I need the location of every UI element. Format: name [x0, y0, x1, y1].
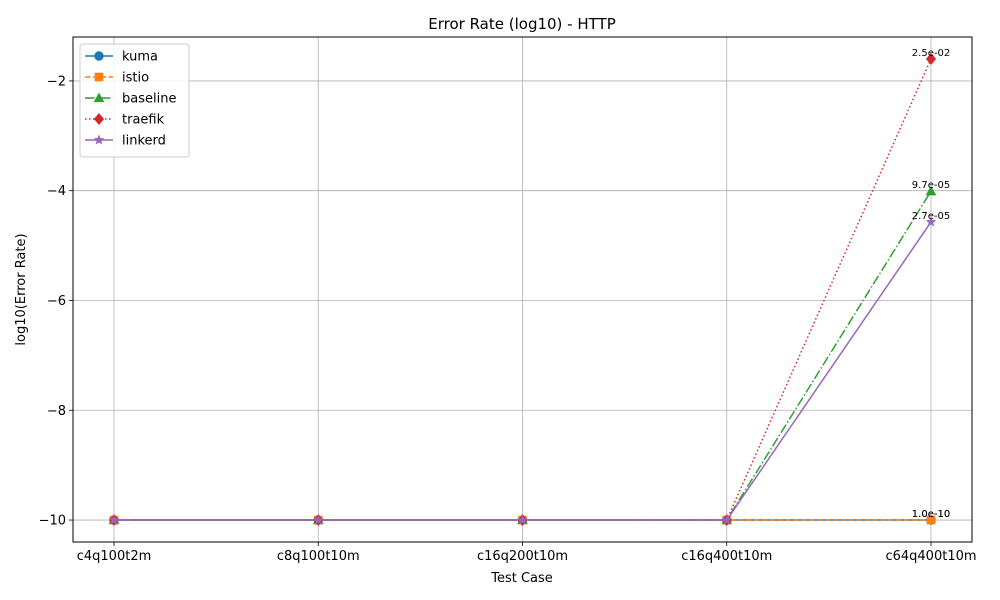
series-layer [108, 52, 937, 527]
x-tick-label: c8q100t10m [277, 549, 360, 564]
data-point-linkerd [721, 514, 733, 525]
legend-item-traefik: traefik [85, 113, 165, 128]
legend-marker-kuma [94, 51, 104, 61]
data-point-baseline [925, 185, 937, 196]
legend-label: traefik [122, 113, 165, 128]
x-tick-label: c16q200t10m [477, 549, 568, 564]
legend-box [79, 43, 190, 158]
x-tick-label: c16q400t10m [681, 549, 772, 564]
plot-area: 1.0e-101.0e-109.7e-052.5e-022.7e-05 [72, 36, 973, 543]
x-axis-label: Test Case [490, 571, 553, 586]
data-point-istio [926, 515, 936, 525]
data-point-linkerd [108, 514, 120, 525]
legend-label: istio [122, 71, 149, 86]
legend-marker-traefik [93, 113, 105, 125]
legend-label: linkerd [122, 134, 166, 149]
data-label-istio: 1.0e-10 [912, 509, 950, 520]
y-axis-label: log10(Error Rate) [14, 233, 29, 345]
x-tick-label: c4q100t2m [77, 549, 152, 564]
data-point-linkerd [517, 514, 528, 525]
legend-marker-baseline [93, 92, 105, 103]
data-point-traefik [925, 52, 937, 65]
legend-label: baseline [122, 92, 176, 107]
y-tick-label: −2 [47, 74, 66, 89]
legend-label: kuma [122, 50, 158, 65]
y-tick-label: −4 [47, 184, 66, 199]
legend-marker-istio [94, 72, 104, 82]
legend-marker-linkerd [93, 134, 105, 145]
legend-item-baseline: baseline [85, 92, 176, 107]
chart-title: Error Rate (log10) - HTTP [428, 15, 616, 33]
data-point-linkerd [312, 514, 324, 525]
data-label-linkerd: 2.7e-05 [912, 211, 950, 222]
legend-item-linkerd: linkerd [85, 134, 166, 149]
series-linkerd [108, 216, 937, 525]
y-tick-label: −10 [39, 514, 66, 529]
y-tick-label: −6 [47, 294, 66, 309]
legend-item-istio: istio [85, 71, 149, 86]
data-label-traefik: 2.5e-02 [912, 48, 950, 59]
data-point-linkerd [925, 216, 937, 227]
y-axis: −10 −8 −6 −4 −2 [39, 74, 73, 529]
x-tick-label: c64q400t10m [885, 549, 976, 564]
legend-item-kuma: kuma [85, 50, 158, 65]
x-axis: c4q100t2m c8q100t10m c16q200t10m c16q400t10… [77, 542, 977, 564]
data-label-kuma: 1.0e-10 [912, 509, 950, 520]
y-tick-label: −8 [47, 404, 66, 419]
data-label-baseline: 9.7e-05 [912, 180, 950, 191]
data-labels: 1.0e-101.0e-109.7e-052.5e-022.7e-05 [912, 48, 950, 520]
legend: kuma istio baseline traefik linkerd [79, 43, 190, 158]
